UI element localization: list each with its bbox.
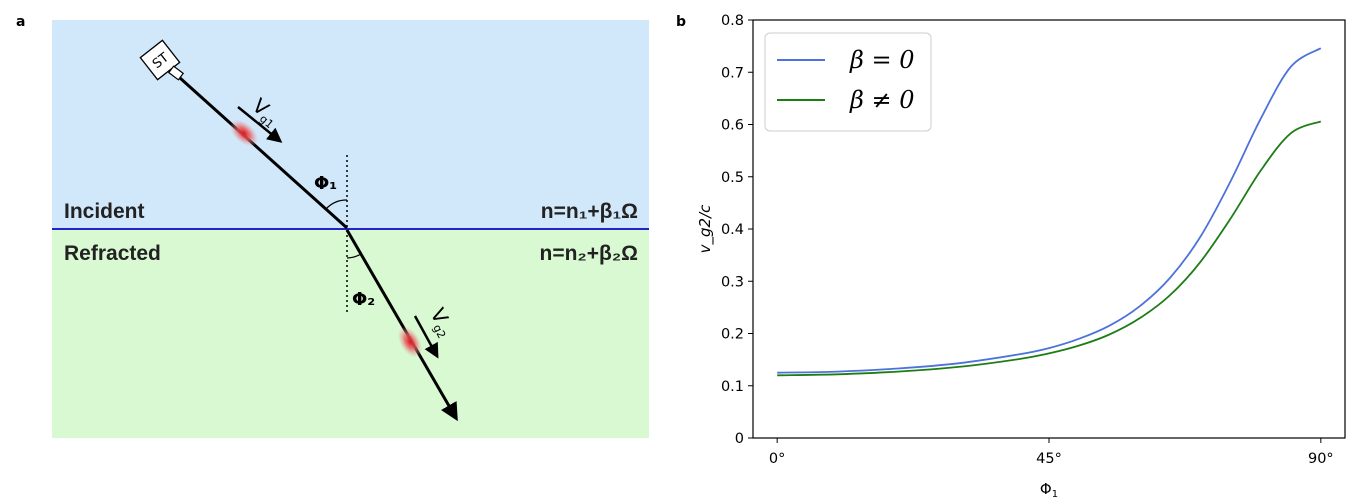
legend-label-2: β ≠ 0 bbox=[849, 86, 915, 114]
phi2-arc bbox=[346, 253, 362, 259]
y-tick-label: 0.4 bbox=[721, 222, 744, 238]
vg1-arrow bbox=[237, 106, 283, 143]
y-tick-label: 0.7 bbox=[721, 65, 744, 81]
refracted-medium bbox=[52, 229, 649, 438]
phi1-label: Φ₁ bbox=[314, 173, 337, 194]
series-line-1 bbox=[777, 47, 1322, 374]
panel-b: b 0° 45° 90° 00.10.20.30.40.50.60.70.8 Φ1 … bbox=[676, 13, 1346, 500]
y-tick-label: 0 bbox=[735, 431, 744, 447]
index-refracted-label: n=n₂+β₂Ω bbox=[540, 242, 639, 265]
incident-pulse bbox=[229, 119, 259, 147]
legend-label-1: β = 0 bbox=[849, 46, 915, 74]
vg2-arrow bbox=[413, 315, 439, 359]
y-tick-label: 0.1 bbox=[721, 379, 744, 395]
panel-a-label: a bbox=[16, 14, 25, 30]
x-tick-label: 90° bbox=[1308, 451, 1334, 467]
refracted-label: Refracted bbox=[64, 242, 161, 265]
x-tick-label: 0° bbox=[769, 451, 785, 467]
legend-box bbox=[764, 32, 932, 132]
index-incident-label: n=n₁+β₁Ω bbox=[541, 200, 638, 223]
incident-medium bbox=[52, 20, 649, 229]
phi1-arc bbox=[325, 199, 348, 210]
series-lines bbox=[777, 47, 1322, 377]
legend: β = 0 β ≠ 0 bbox=[764, 32, 932, 132]
y-axis-label: v_g2/c bbox=[696, 204, 715, 253]
x-axis: 0° 45° 90° bbox=[769, 438, 1334, 467]
series-line-2 bbox=[777, 120, 1322, 377]
incident-label: Incident bbox=[64, 200, 145, 223]
phi2-label: Φ₂ bbox=[352, 289, 375, 310]
y-tick-label: 0.8 bbox=[721, 13, 744, 29]
x-axis-label: Φ1 bbox=[1040, 480, 1058, 500]
source-box: ST bbox=[139, 39, 181, 81]
incident-beam bbox=[178, 76, 349, 230]
y-tick-label: 0.6 bbox=[721, 118, 744, 134]
y-tick-label: 0.2 bbox=[721, 327, 744, 343]
refracted-beam bbox=[345, 229, 458, 422]
y-tick-label: 0.5 bbox=[721, 170, 744, 186]
y-tick-label: 0.3 bbox=[721, 274, 744, 290]
source-nozzle bbox=[167, 65, 185, 81]
refracted-pulse bbox=[397, 326, 423, 358]
panel-b-label: b bbox=[676, 14, 686, 30]
y-axis: 0 0.1 0.2 0.3 0.4 0.5 0.6 0.7 0.8 bbox=[721, 13, 753, 447]
x-tick-label: 45° bbox=[1036, 451, 1062, 467]
panel-a: a Incident Refracted n=n₁+β₁Ω n=n₂+β₂Ω S… bbox=[16, 14, 649, 438]
